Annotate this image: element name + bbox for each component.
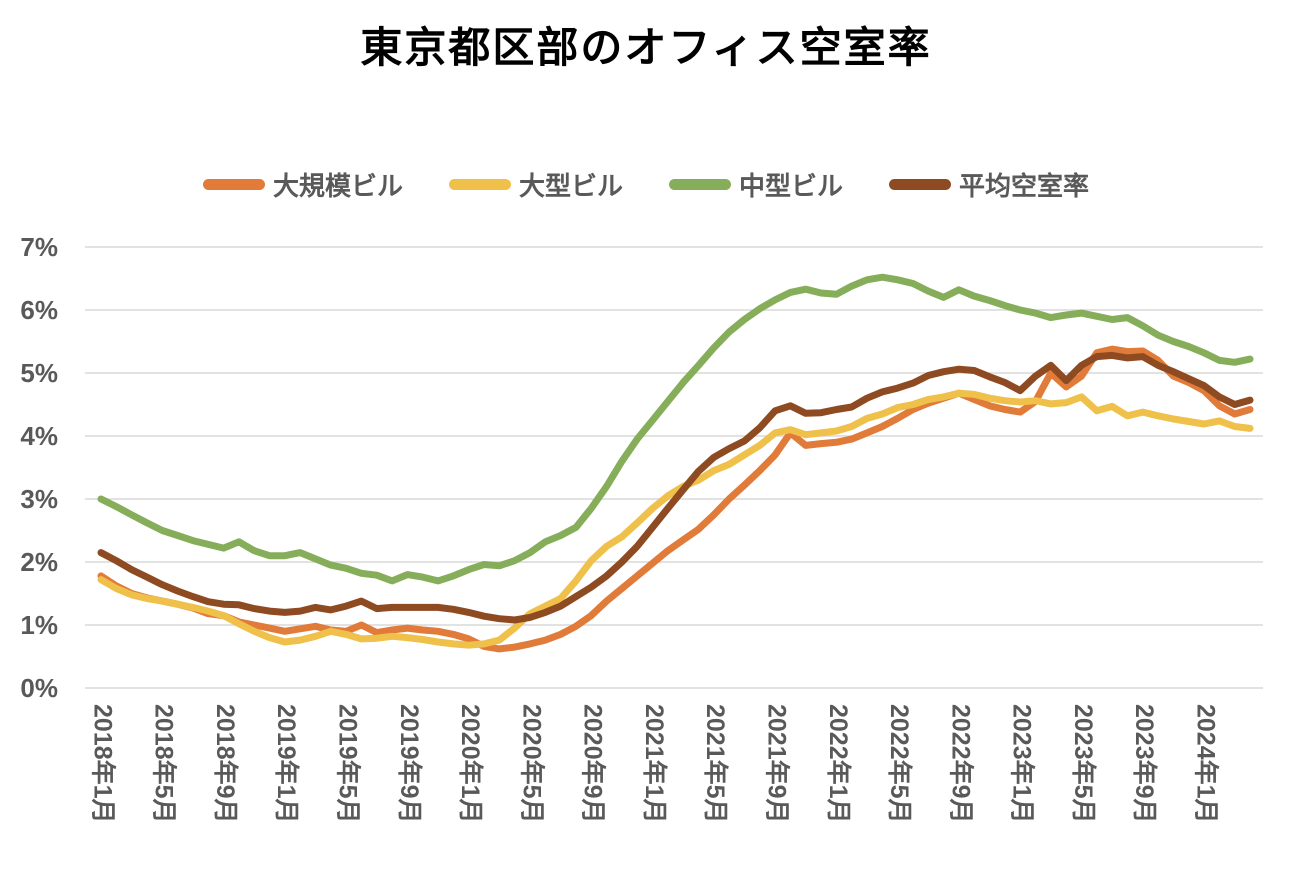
series-line — [97, 273, 1254, 585]
legend-swatch — [202, 179, 265, 190]
x-tick-label: 2019年1月 — [272, 704, 301, 824]
legend-swatch — [669, 179, 731, 190]
y-tick-label: 1% — [20, 610, 58, 640]
y-tick-label: 0% — [20, 673, 58, 703]
x-tick-label: 2022年1月 — [824, 704, 853, 824]
legend-item: 平均空室率 — [889, 166, 1089, 203]
y-tick-label: 5% — [20, 358, 58, 388]
chart-title: 東京都区部のオフィス空室率 — [360, 24, 932, 71]
legend-swatch — [448, 179, 511, 190]
legend-item: 大規模ビル — [202, 166, 403, 203]
legend: 大規模ビル 大型ビル 中型ビル 平均空室率 — [0, 166, 1292, 203]
legend-label: 大規模ビル — [272, 171, 403, 201]
series-line — [97, 389, 1254, 649]
x-tick-label: 2020年1月 — [456, 704, 485, 824]
y-tick-label: 2% — [20, 547, 58, 577]
y-tick-label: 6% — [20, 295, 58, 325]
x-tick-label: 2018年5月 — [150, 704, 179, 824]
x-tick-label: 2021年5月 — [701, 704, 730, 824]
x-tick-label: 2019年9月 — [395, 704, 424, 824]
series-line — [97, 345, 1254, 653]
x-tick-label: 2022年9月 — [946, 704, 975, 824]
legend-label: 中型ビル — [739, 171, 844, 201]
x-tick-label: 2023年9月 — [1130, 704, 1159, 824]
chart-svg: 0% 1% 2% 3% 4% 5% 6% 7% 2018年1月 2018年5月 2018年9月 201… — [20, 232, 1263, 824]
series-line — [97, 351, 1254, 624]
x-tick-label: 2023年5月 — [1069, 704, 1098, 824]
x-tick-label: 2021年9月 — [762, 704, 791, 824]
legend-label: 大型ビル — [518, 171, 623, 201]
x-tick-label: 2019年5月 — [334, 704, 363, 824]
legend-label: 平均空室率 — [959, 171, 1090, 201]
legend-item: 中型ビル — [669, 166, 843, 203]
x-tick-label: 2021年1月 — [640, 704, 669, 824]
x-tick-label: 2020年5月 — [517, 704, 546, 824]
x-tick-label: 2024年1月 — [1191, 704, 1220, 824]
y-tick-label: 3% — [20, 484, 58, 514]
legend-swatch — [889, 179, 952, 190]
x-tick-label: 2020年9月 — [579, 704, 608, 824]
legend-item: 大型ビル — [448, 166, 623, 203]
x-tick-label: 2023年1月 — [1008, 704, 1037, 824]
x-tick-label: 2022年5月 — [885, 704, 914, 824]
y-tick-label: 7% — [20, 232, 58, 262]
x-tick-label: 2018年9月 — [211, 704, 240, 824]
y-tick-label: 4% — [20, 421, 58, 451]
x-tick-label: 2018年1月 — [88, 704, 117, 824]
plot-area: 0% 1% 2% 3% 4% 5% 6% 7% 2018年1月 2018年5月 2018年9月 201… — [0, 225, 1292, 876]
